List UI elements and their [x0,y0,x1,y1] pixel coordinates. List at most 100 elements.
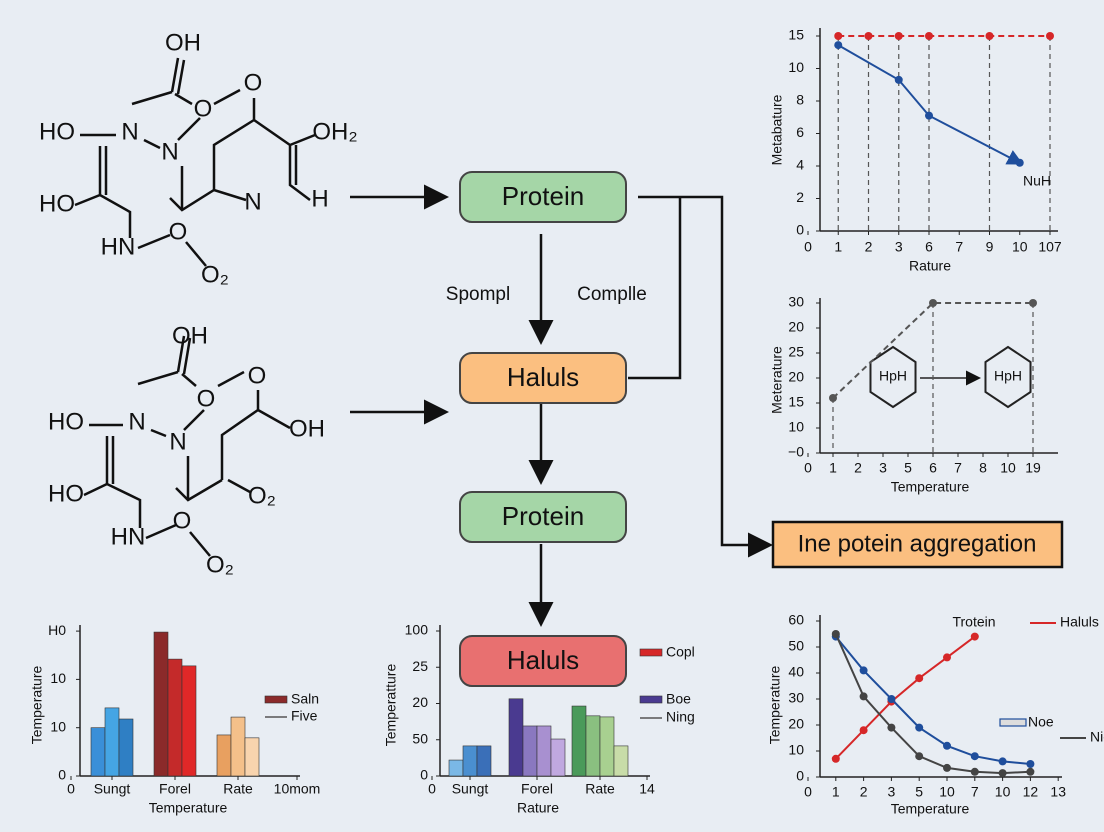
node-label: Haluls [507,362,579,392]
point [1026,767,1035,776]
legend-label: Nier [1090,729,1104,745]
point [859,726,868,735]
bar [550,738,566,777]
atom-label: OH [172,322,208,349]
y-tick-label: 50 [788,638,804,654]
x-tick-label: 0 [804,460,812,476]
series-line [832,302,1033,399]
y-tick-label: 25 [788,344,804,360]
x-axis-label: Rature [909,258,951,274]
point [834,32,843,40]
x-tick-label: Rate [585,781,615,797]
bar [167,658,183,777]
x-tick-label: 13 [1050,784,1066,800]
y-tick-label: 20 [788,716,804,732]
point [970,632,979,641]
x-tick-label: 5 [904,460,912,476]
x-tick-label: 0 [428,781,436,797]
atom-label: O₂ [206,551,234,578]
x-tick-label: 10 [1000,460,1016,476]
x-tick-label: 2 [860,784,868,800]
x-tick-label: Sungt [452,781,489,797]
atom-label: OH₂ [312,118,357,145]
point [970,752,979,761]
x-tick-label: 0 [804,239,812,255]
y-axis-label: Temperatture [383,664,399,747]
x-axis-label: Rature [517,800,559,816]
bar [104,707,120,777]
series-line [834,633,1031,775]
x-tick-label: 0 [67,781,75,797]
x-tick-label: Sungt [94,781,131,797]
y-tick-label: 4 [796,157,804,173]
x-tick-label: Forel [521,781,553,797]
node-label: Protein [502,501,584,531]
point [887,695,896,703]
atom-label: O [169,218,188,245]
atom-label: HO [39,118,75,145]
legend-label: Haluls [1060,614,1099,630]
atom-label: O [248,362,267,389]
atom-label: HN [101,233,136,260]
y-tick-label: 60 [788,612,804,628]
bar [536,725,552,777]
x-axis-label: Temperature [149,800,228,816]
y-tick-label: 15 [788,394,804,410]
x-tick-label: 10 [995,784,1011,800]
bar [522,725,538,777]
y-tick-label: 100 [405,622,429,638]
y-tick-label: 15 [788,27,804,43]
legend-swatch [999,718,1027,727]
point [943,763,951,772]
x-tick-label: 1 [829,460,837,476]
x-tick-label: 2 [854,460,862,476]
point [887,723,896,732]
x-tick-label: 5 [915,784,923,800]
series-line [837,44,1024,165]
x-tick-label: Rate [223,781,253,797]
x-tick-label: 7 [971,784,979,800]
annotation: HpH [994,368,1022,384]
bar [508,698,524,777]
y-tick-label: 30 [788,294,804,310]
y-tick-label: 0 [796,768,804,784]
point [859,692,868,701]
legend-swatch [639,648,663,657]
atom-label: OH [165,29,201,56]
x-tick-label: 10 [1012,239,1028,255]
point [925,111,933,120]
point [925,32,933,40]
point [1026,760,1035,768]
y-tick-label: 20 [788,369,804,385]
atom-label: H [311,185,328,212]
x-tick-label: 7 [954,460,962,476]
point [831,754,840,763]
legend-label: Boe [666,691,691,707]
atom-label: N [128,408,145,435]
x-tick-label: 0 [804,784,812,800]
bar [118,718,134,777]
atom-label: O [197,385,216,412]
x-tick-label: 3 [895,239,903,255]
point [864,32,873,40]
point [998,757,1007,766]
y-axis-label: Metabature [769,94,785,165]
bar [571,705,587,777]
point [929,299,937,307]
x-tick-label: 6 [925,239,933,255]
y-axis-label: Temperature [29,665,45,744]
point [859,666,868,675]
x-axis-label: Temperature [891,801,970,817]
atom-label: O₂ [201,261,229,288]
legend-swatch [264,695,288,704]
atom-label: O [173,507,192,534]
point [915,723,924,732]
y-tick-label: 10 [50,718,66,734]
x-tick-label: 14 [639,781,655,797]
flow-connectors [350,184,773,627]
x-tick-label: 2 [865,239,873,255]
y-tick-label: 0 [58,767,66,783]
atom-label: O₂ [248,482,276,509]
series-line [835,635,976,760]
